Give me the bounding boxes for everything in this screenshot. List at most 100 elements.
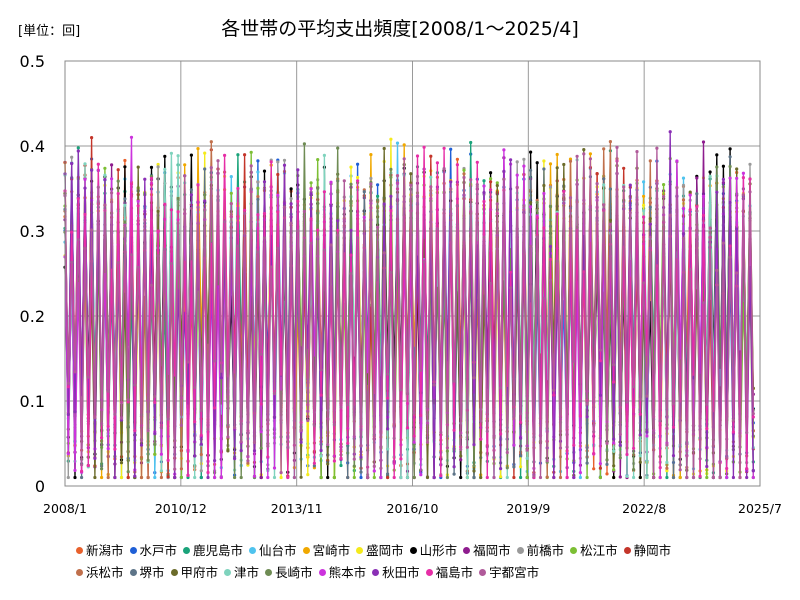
- data-point: [236, 186, 240, 191]
- data-point: [399, 457, 403, 461]
- data-point: [495, 181, 499, 185]
- data-point: [409, 172, 413, 176]
- data-point: [748, 162, 752, 166]
- data-point: [598, 462, 603, 466]
- unit-label: [単位：回]: [18, 24, 81, 39]
- data-point: [382, 251, 386, 255]
- data-point: [336, 228, 340, 232]
- data-point: [745, 431, 749, 435]
- data-point: [356, 236, 360, 240]
- data-point: [745, 467, 749, 471]
- data-point: [189, 153, 193, 157]
- data-point: [572, 359, 576, 363]
- data-point: [213, 459, 217, 463]
- data-point: [179, 467, 183, 471]
- data-point: [176, 154, 180, 158]
- data-point: [359, 475, 363, 480]
- data-point: [129, 182, 134, 186]
- data-point: [489, 177, 493, 181]
- data-point: [622, 185, 626, 189]
- data-point: [153, 452, 157, 456]
- data-point: [715, 190, 719, 194]
- data-point: [199, 433, 203, 437]
- data-point: [66, 452, 70, 456]
- data-point: [233, 475, 237, 480]
- data-point: [665, 443, 669, 447]
- data-point: [276, 246, 280, 250]
- data-point: [499, 467, 503, 471]
- data-point: [256, 186, 260, 190]
- data-point: [665, 460, 669, 464]
- legend-label: 津市: [234, 565, 260, 580]
- data-point: [512, 443, 516, 447]
- data-point: [505, 450, 509, 455]
- data-point: [289, 187, 293, 191]
- data-point: [552, 393, 556, 397]
- data-point: [465, 475, 469, 480]
- data-point: [189, 188, 193, 192]
- data-point: [515, 173, 519, 177]
- data-point: [362, 219, 366, 223]
- legend-item: 秋田市: [372, 562, 420, 581]
- data-point: [685, 475, 689, 480]
- data-point: [671, 454, 676, 458]
- data-point: [90, 136, 94, 140]
- data-point: [266, 475, 270, 480]
- data-point: [628, 211, 632, 215]
- data-point: [598, 348, 603, 352]
- data-point: [728, 155, 732, 159]
- data-point: [648, 159, 652, 163]
- data-point: [346, 441, 350, 445]
- y-tick-label: 0.4: [20, 137, 45, 156]
- data-point: [708, 226, 712, 230]
- data-point: [442, 167, 446, 171]
- data-point: [665, 466, 669, 470]
- data-point: [299, 428, 303, 433]
- data-point: [379, 475, 383, 480]
- data-point: [545, 459, 549, 463]
- data-point: [286, 446, 290, 450]
- data-point: [405, 392, 410, 396]
- data-point: [642, 209, 646, 213]
- data-point: [309, 217, 313, 221]
- legend-item: 仙台市: [249, 540, 297, 559]
- data-point: [382, 202, 386, 206]
- data-point: [542, 159, 546, 163]
- data-point: [126, 470, 130, 474]
- data-point: [70, 162, 74, 166]
- data-point: [166, 458, 170, 462]
- data-point: [233, 426, 237, 430]
- data-point: [598, 359, 603, 363]
- data-point: [725, 475, 729, 480]
- data-point: [648, 217, 652, 221]
- data-point: [166, 417, 170, 421]
- data-point: [671, 402, 676, 406]
- data-point: [239, 440, 243, 444]
- data-point: [119, 475, 124, 480]
- data-point: [96, 162, 100, 166]
- data-point: [519, 475, 523, 480]
- data-point: [678, 475, 682, 480]
- data-point: [332, 423, 336, 427]
- legend-label: 鹿児島市: [193, 543, 244, 558]
- data-point: [206, 475, 210, 480]
- data-point: [509, 270, 513, 274]
- data-point: [149, 283, 154, 287]
- data-point: [602, 183, 606, 187]
- data-point: [183, 174, 187, 178]
- data-point: [751, 469, 755, 473]
- data-point: [239, 475, 243, 480]
- data-point: [272, 466, 277, 470]
- data-point: [399, 475, 403, 480]
- data-point: [80, 463, 84, 467]
- data-point: [156, 209, 160, 213]
- data-point: [322, 248, 326, 252]
- legend-label: 長崎市: [275, 565, 313, 580]
- data-point: [83, 212, 87, 217]
- data-point: [196, 205, 200, 209]
- data-point: [612, 475, 616, 480]
- data-point: [415, 154, 420, 158]
- data-point: [595, 182, 599, 186]
- data-point: [110, 163, 114, 167]
- data-point: [435, 227, 439, 231]
